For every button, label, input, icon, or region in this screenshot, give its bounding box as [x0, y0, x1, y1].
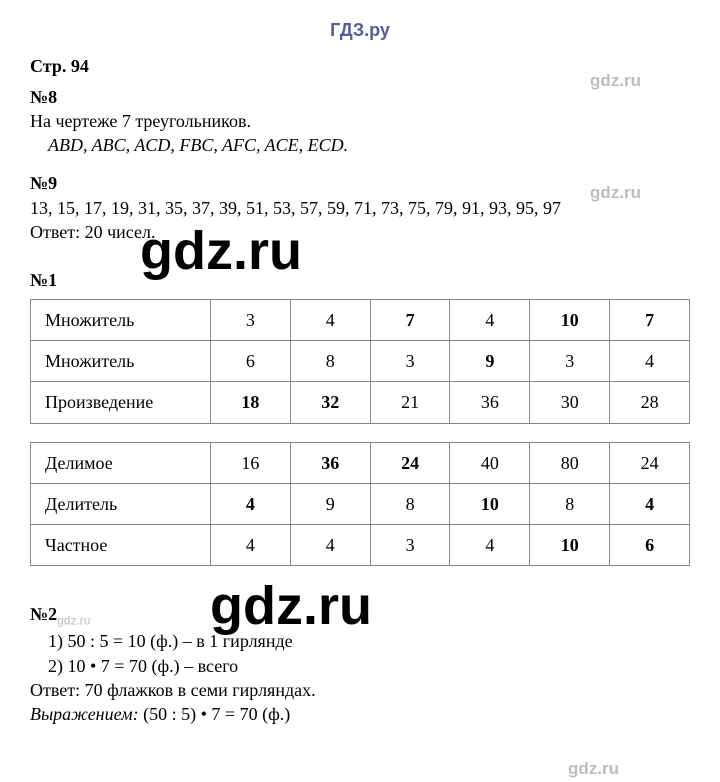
table-row-label: Множитель — [31, 299, 211, 340]
table-cell: 9 — [290, 483, 370, 524]
problem-2-expr-body: (50 : 5) • 7 = 70 (ф.) — [139, 704, 291, 724]
table-cell: 32 — [290, 382, 370, 423]
table-cell: 24 — [370, 442, 450, 483]
problem-9-sequence: 13, 15, 17, 19, 31, 35, 37, 39, 51, 53, … — [30, 196, 690, 220]
table-row-label: Делитель — [31, 483, 211, 524]
table-cell: 3 — [370, 340, 450, 381]
table-cell: 8 — [290, 340, 370, 381]
table-cell: 9 — [450, 340, 530, 381]
table-cell: 10 — [530, 299, 610, 340]
table-cell: 36 — [290, 442, 370, 483]
table-division: Делимое163624408024Делитель4981084Частно… — [30, 442, 690, 567]
problem-9-answer: Ответ: 20 чисел. — [30, 220, 690, 244]
table-cell: 3 — [530, 340, 610, 381]
table-cell: 18 — [211, 382, 291, 423]
table-cell: 28 — [610, 382, 690, 423]
table-cell: 21 — [370, 382, 450, 423]
table-cell: 6 — [211, 340, 291, 381]
table-multiplication: Множитель3474107Множитель683934Произведе… — [30, 299, 690, 424]
table-cell: 24 — [610, 442, 690, 483]
table-row-label: Делимое — [31, 442, 211, 483]
table-cell: 80 — [530, 442, 610, 483]
page-ref: Стр. 94 — [30, 54, 690, 78]
table-cell: 4 — [610, 483, 690, 524]
table-cell: 40 — [450, 442, 530, 483]
table-cell: 4 — [211, 525, 291, 566]
table-cell: 3 — [211, 299, 291, 340]
table-row-label: Произведение — [31, 382, 211, 423]
table-cell: 4 — [290, 525, 370, 566]
table-cell: 4 — [450, 299, 530, 340]
table-cell: 4 — [450, 525, 530, 566]
problem-2-sub: gdz.ru — [57, 614, 90, 628]
table-cell: 4 — [290, 299, 370, 340]
table-cell: 7 — [370, 299, 450, 340]
table-cell: 4 — [211, 483, 291, 524]
problem-2-line2: 2) 10 • 7 = 70 (ф.) – всего — [30, 654, 690, 678]
problem-8-line1: На чертеже 7 треугольников. — [30, 109, 690, 133]
table-row-label: Частное — [31, 525, 211, 566]
table-cell: 10 — [530, 525, 610, 566]
problem-2-answer: Ответ: 70 флажков в семи гирляндах. — [30, 678, 690, 702]
problem-2-line1: 1) 50 : 5 = 10 (ф.) – в 1 гирлянде — [30, 629, 690, 653]
table-cell: 36 — [450, 382, 530, 423]
problem-8-number: №8 — [30, 85, 690, 109]
problem-8-line2: ABD, ABC, ACD, FBC, AFC, ACE, ECD. — [30, 133, 690, 157]
watermark-small-3: gdz.ru — [568, 758, 619, 781]
table-cell: 8 — [370, 483, 450, 524]
table-cell: 6 — [610, 525, 690, 566]
table-cell: 8 — [530, 483, 610, 524]
problem-2-expr-label: Выражением: — [30, 704, 139, 724]
problem-2-number: №2 — [30, 604, 57, 624]
problem-9-number: №9 — [30, 171, 690, 195]
table-row-label: Множитель — [31, 340, 211, 381]
table-cell: 7 — [610, 299, 690, 340]
problem-1-number: №1 — [30, 268, 690, 292]
site-header: ГДЗ.ру — [30, 10, 690, 54]
table-cell: 16 — [211, 442, 291, 483]
table-cell: 4 — [610, 340, 690, 381]
table-cell: 10 — [450, 483, 530, 524]
table-cell: 3 — [370, 525, 450, 566]
table-cell: 30 — [530, 382, 610, 423]
